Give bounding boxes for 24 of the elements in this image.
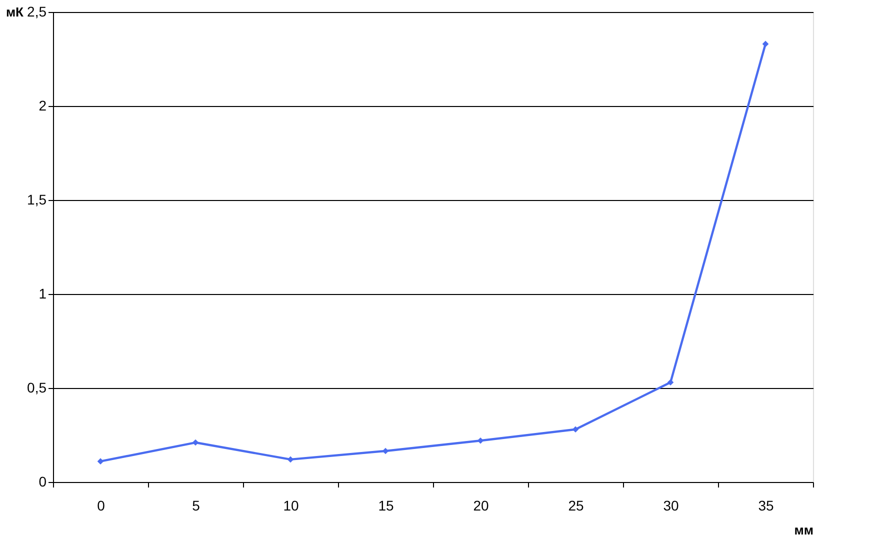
y-tick-label: 2	[38, 98, 47, 114]
point	[667, 379, 674, 386]
x-tick-label: 25	[568, 498, 584, 514]
y-tick-label: 2,5	[27, 4, 47, 20]
y-tick-label: 1,5	[27, 192, 47, 208]
point	[762, 40, 769, 48]
point	[287, 456, 294, 463]
y-axis-title: мК	[6, 4, 24, 20]
x-tick-label: 15	[378, 498, 394, 514]
point	[477, 437, 484, 444]
y-tick-label: 1	[38, 286, 47, 302]
y-tick-label: 0,5	[27, 380, 47, 396]
x-tick-label: 0	[97, 498, 106, 514]
x-tick-label: 35	[758, 498, 774, 514]
point	[572, 426, 579, 433]
point	[97, 458, 104, 464]
y-tick-label: 0	[38, 474, 47, 490]
x-tick-label: 10	[283, 498, 299, 514]
x-axis-title: мм	[794, 522, 814, 538]
x-tick-label: 5	[192, 498, 200, 514]
x-tick-label: 20	[473, 498, 489, 514]
x-tick-label: 30	[663, 498, 679, 514]
point	[192, 439, 199, 446]
point	[382, 448, 389, 454]
